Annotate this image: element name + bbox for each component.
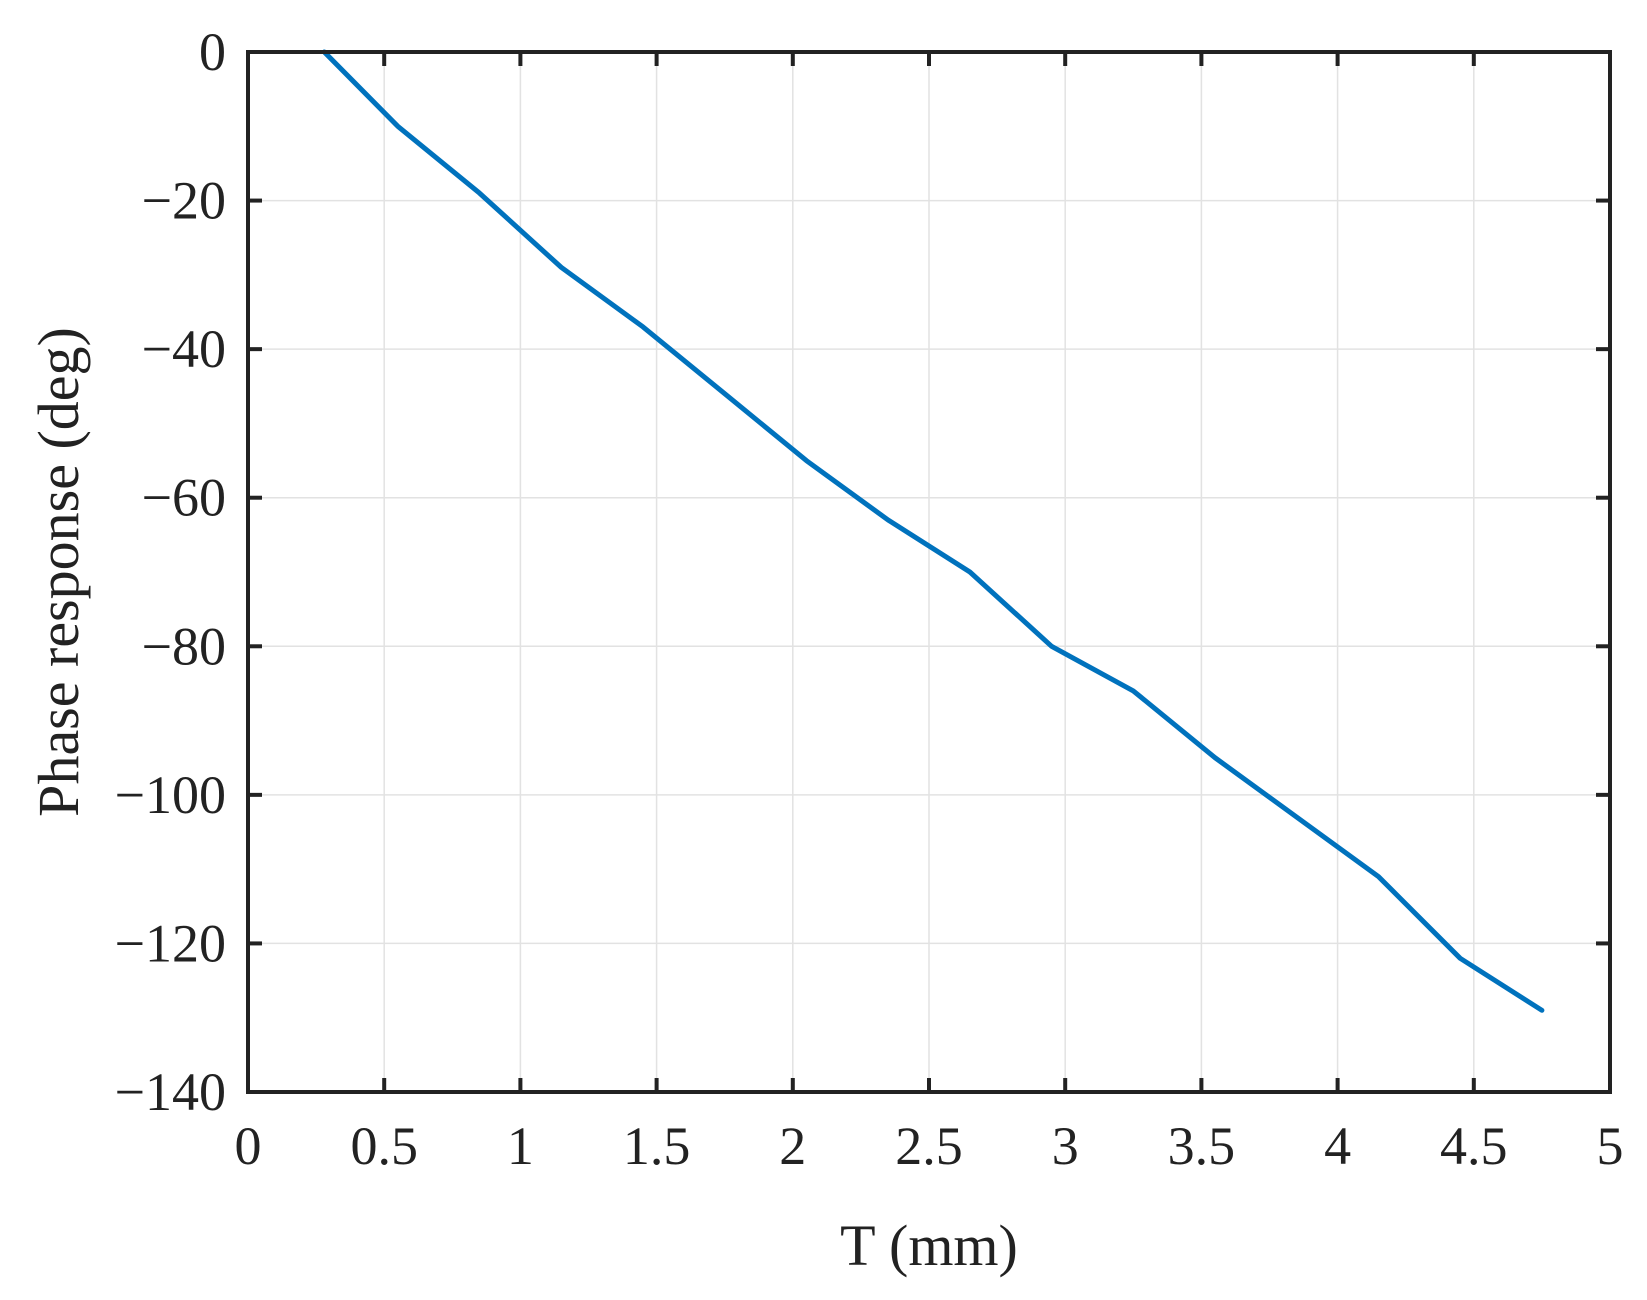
x-tick-label: 2 <box>779 1116 806 1176</box>
x-tick-label: 1 <box>507 1116 534 1176</box>
y-tick-label: −20 <box>142 171 226 231</box>
y-tick-label: −100 <box>115 765 226 825</box>
x-axis-label: T (mm) <box>840 1213 1018 1278</box>
x-tick-label: 4 <box>1324 1116 1351 1176</box>
y-axis-label: Phase response (deg) <box>26 327 91 817</box>
tick-marks <box>246 50 1612 1094</box>
y-tick-label: −140 <box>115 1062 226 1122</box>
y-tick-label: −120 <box>115 913 226 973</box>
x-tick-label: 0 <box>235 1116 262 1176</box>
x-tick-label: 3 <box>1052 1116 1079 1176</box>
x-tick-label: 2.5 <box>895 1116 963 1176</box>
y-tick-label: −60 <box>142 468 226 528</box>
x-tick-labels: 0 0.5 1 1.5 2 2.5 3 3.5 4 4.5 5 <box>235 1116 1624 1176</box>
x-tick-label: 5 <box>1597 1116 1624 1176</box>
y-tick-labels: 0 −20 −40 −60 −80 −100 −120 −140 <box>115 22 226 1122</box>
y-tick-label: −40 <box>142 319 226 379</box>
x-tick-label: 3.5 <box>1168 1116 1236 1176</box>
y-tick-label: 0 <box>199 22 226 82</box>
grid-lines <box>248 52 1610 1092</box>
phase-response-series-line <box>321 49 1545 1013</box>
x-tick-label: 1.5 <box>623 1116 691 1176</box>
x-tick-label: 0.5 <box>350 1116 418 1176</box>
x-tick-label: 4.5 <box>1440 1116 1508 1176</box>
series-layer <box>321 49 1545 1013</box>
y-tick-label: −80 <box>142 616 226 676</box>
